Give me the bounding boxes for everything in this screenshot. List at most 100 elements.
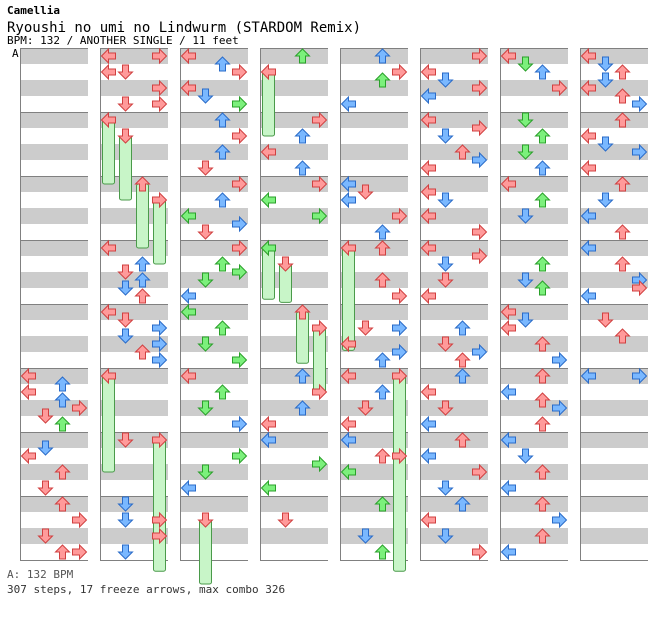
right-arrow-icon <box>392 319 408 337</box>
up-arrow-icon <box>134 256 151 272</box>
right-arrow-icon <box>152 95 168 113</box>
right-arrow-icon <box>472 343 488 361</box>
down-arrow-icon <box>517 272 534 288</box>
up-arrow-icon <box>534 416 551 432</box>
left-arrow-icon <box>580 207 596 225</box>
up-arrow-icon <box>214 56 231 72</box>
left-arrow-icon <box>340 463 356 481</box>
freeze-hold <box>393 455 406 572</box>
right-arrow-icon <box>392 287 408 305</box>
up-arrow-icon <box>534 160 551 176</box>
beat-stripe <box>100 112 168 128</box>
up-arrow-icon <box>54 544 71 560</box>
down-arrow-icon <box>37 480 54 496</box>
up-arrow-icon <box>534 392 551 408</box>
right-arrow-icon <box>472 223 488 241</box>
down-arrow-icon <box>437 128 454 144</box>
down-arrow-icon <box>437 256 454 272</box>
right-arrow-icon <box>472 151 488 169</box>
beat-stripe <box>260 400 328 416</box>
down-arrow-icon <box>437 400 454 416</box>
left-arrow-icon <box>20 367 36 385</box>
right-arrow-icon <box>472 463 488 481</box>
right-arrow-icon <box>232 95 248 113</box>
beat-stripe <box>180 496 248 512</box>
right-arrow-icon <box>152 351 168 369</box>
beat-stripe <box>100 176 168 192</box>
down-arrow-icon <box>197 512 214 528</box>
beat-stripe <box>500 48 568 64</box>
beat-stripe <box>340 528 408 544</box>
left-arrow-icon <box>580 287 596 305</box>
beat-stripe <box>180 272 248 288</box>
left-arrow-icon <box>580 239 596 257</box>
beat-stripe <box>260 336 328 352</box>
beat-stripe <box>340 304 408 320</box>
beat-stripe <box>260 240 328 256</box>
down-arrow-icon <box>437 336 454 352</box>
left-arrow-icon <box>260 415 276 433</box>
left-arrow-icon <box>340 367 356 385</box>
up-arrow-icon <box>134 176 151 192</box>
beat-stripe <box>340 496 408 512</box>
beat-stripe <box>420 464 488 480</box>
right-arrow-icon <box>72 543 88 561</box>
beat-stripe <box>340 144 408 160</box>
down-arrow-icon <box>117 264 134 280</box>
right-arrow-icon <box>152 47 168 65</box>
left-arrow-icon <box>420 287 436 305</box>
beat-stripe <box>100 80 168 96</box>
right-arrow-icon <box>312 383 328 401</box>
beat-stripe <box>580 496 648 512</box>
beat-stripe <box>500 496 568 512</box>
beat-stripe <box>500 368 568 384</box>
beat-stripe <box>180 48 248 64</box>
beat-stripe <box>260 208 328 224</box>
beat-stripe <box>20 144 88 160</box>
down-arrow-icon <box>197 464 214 480</box>
beat-stripe <box>100 48 168 64</box>
up-arrow-icon <box>214 320 231 336</box>
beat-stripe <box>580 432 648 448</box>
down-arrow-icon <box>277 512 294 528</box>
down-arrow-icon <box>517 312 534 328</box>
beat-stripe <box>580 272 648 288</box>
beat-stripe <box>260 48 328 64</box>
up-arrow-icon <box>454 352 471 368</box>
beat-stripe <box>580 144 648 160</box>
down-arrow-icon <box>437 528 454 544</box>
up-arrow-icon <box>534 64 551 80</box>
left-arrow-icon <box>100 239 116 257</box>
left-arrow-icon <box>500 303 516 321</box>
beat-stripe <box>420 528 488 544</box>
beat-stripe <box>100 208 168 224</box>
beat-stripe <box>580 400 648 416</box>
down-arrow-icon <box>117 328 134 344</box>
beat-stripe <box>100 272 168 288</box>
left-arrow-icon <box>580 79 596 97</box>
up-arrow-icon <box>294 128 311 144</box>
left-arrow-icon <box>20 447 36 465</box>
up-arrow-icon <box>294 160 311 176</box>
beat-stripe <box>20 368 88 384</box>
left-arrow-icon <box>180 367 196 385</box>
beat-stripe <box>100 336 168 352</box>
beat-stripe <box>500 464 568 480</box>
left-arrow-icon <box>260 191 276 209</box>
beat-stripe <box>180 208 248 224</box>
up-arrow-icon <box>534 192 551 208</box>
beat-stripe <box>340 176 408 192</box>
beat-stripe <box>340 48 408 64</box>
left-arrow-icon <box>500 431 516 449</box>
down-arrow-icon <box>117 280 134 296</box>
beat-stripe <box>500 112 568 128</box>
left-arrow-icon <box>420 159 436 177</box>
beat-stripe <box>420 80 488 96</box>
right-arrow-icon <box>392 63 408 81</box>
beat-stripe <box>100 368 168 384</box>
down-arrow-icon <box>197 400 214 416</box>
down-arrow-icon <box>357 528 374 544</box>
up-arrow-icon <box>134 344 151 360</box>
down-arrow-icon <box>437 192 454 208</box>
down-arrow-icon <box>597 56 614 72</box>
